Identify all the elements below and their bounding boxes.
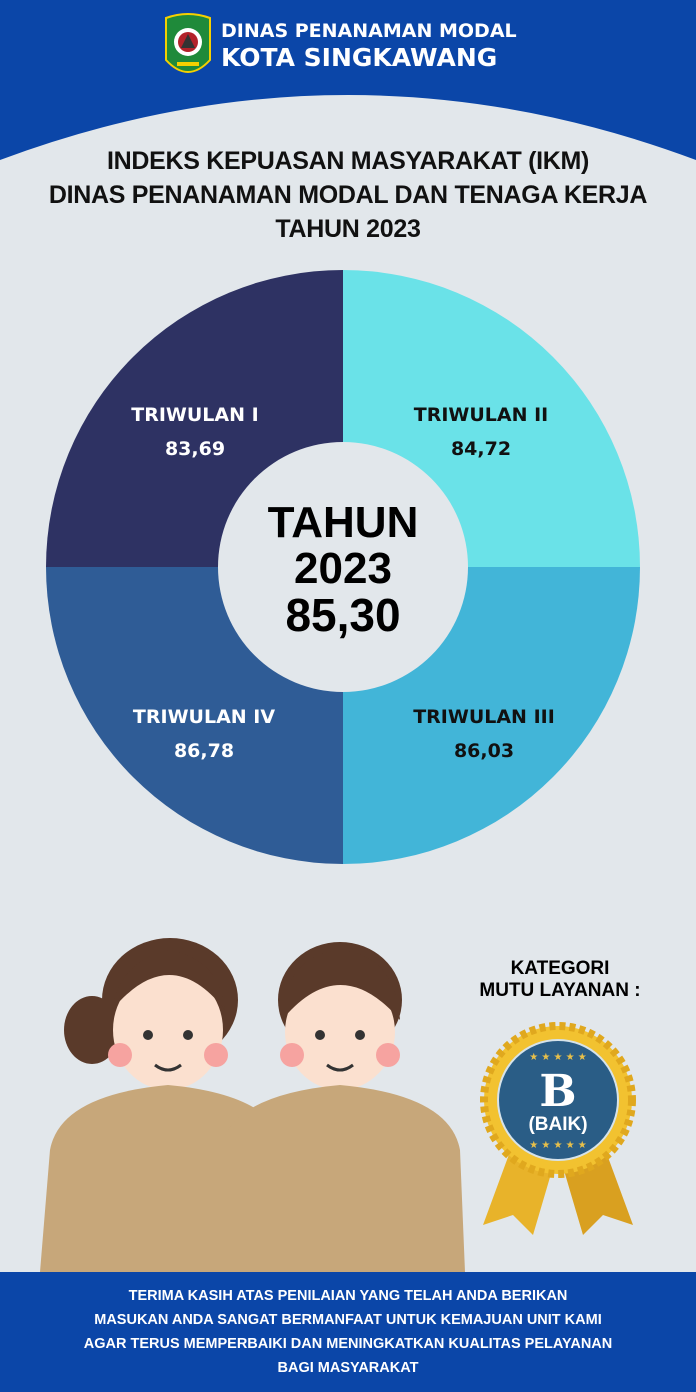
quarter-label-2: TRIWULAN II 84,72 bbox=[413, 404, 549, 460]
title-line-3: TAHUN 2023 bbox=[275, 215, 421, 243]
donut-hole bbox=[218, 442, 468, 692]
city-name: KOTA SINGKAWANG bbox=[221, 43, 498, 72]
svg-text:★ ★ ★ ★ ★: ★ ★ ★ ★ ★ bbox=[529, 1052, 587, 1063]
quality-badge-ribbon-icon: ★ ★ ★ ★ ★ ★ ★ ★ ★ ★ B (BAIK) bbox=[480, 1022, 636, 1235]
header: DINAS PENANAMAN MODAL KOTA SINGKAWANG bbox=[163, 12, 517, 80]
quarter-label-1: TRIWULAN I 83,69 bbox=[131, 404, 259, 460]
grade-letter: B bbox=[539, 1066, 576, 1117]
annual-score: TAHUN 2023 85,30 bbox=[267, 498, 419, 641]
grade-text: (BAIK) bbox=[528, 1114, 587, 1135]
title-line-1: INDEKS KEPUASAN MASYARAKAT (IKM) bbox=[106, 147, 590, 175]
civil-servants-illustration bbox=[40, 938, 465, 1272]
title-line-2: DINAS PENANAMAN MODAL DAN TENAGA KERJA bbox=[48, 181, 648, 209]
category-label: KATEGORI MUTU LAYANAN : bbox=[479, 958, 641, 1001]
quarter-label-3: TRIWULAN III 86,03 bbox=[413, 706, 555, 762]
footer-message: TERIMA KASIH ATAS PENILAIAN YANG TELAH A… bbox=[0, 1272, 696, 1392]
agency-name: DINAS PENANAMAN MODAL bbox=[221, 20, 517, 42]
quarter-donut bbox=[46, 270, 640, 864]
city-emblem-icon bbox=[165, 13, 211, 73]
quarter-label-4: TRIWULAN IV 86,78 bbox=[132, 706, 276, 762]
page-title: INDEKS KEPUASAN MASYARAKAT (IKM) DINAS P… bbox=[0, 144, 696, 246]
svg-text:★ ★ ★ ★ ★: ★ ★ ★ ★ ★ bbox=[529, 1140, 587, 1151]
